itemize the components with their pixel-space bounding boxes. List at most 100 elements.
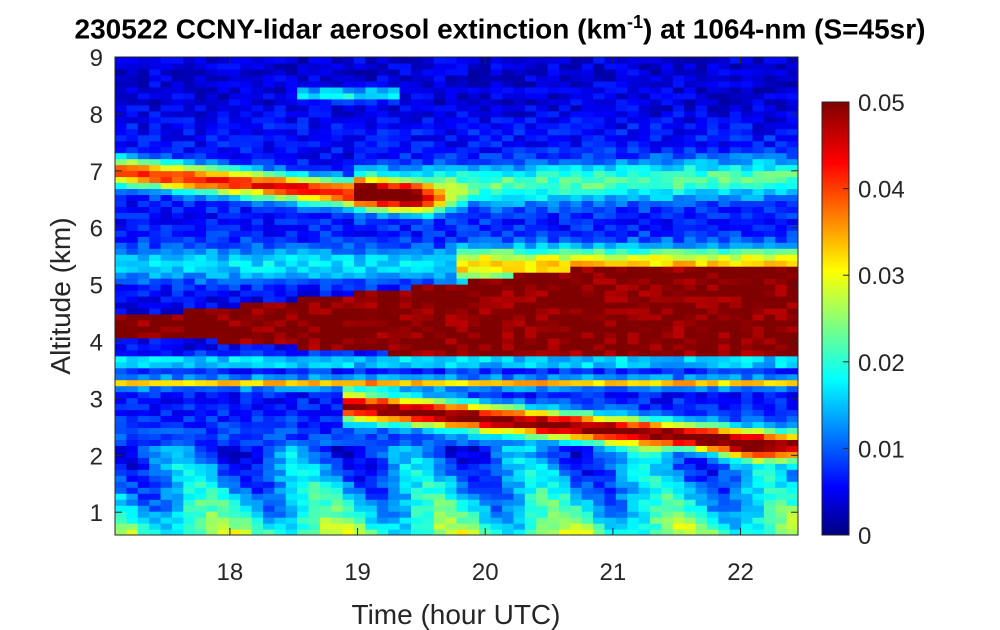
heatmap-cell: [399, 242, 412, 249]
heatmap-cell: [433, 170, 446, 178]
heatmap-cell: [581, 122, 594, 130]
heatmap-cell: [672, 445, 685, 452]
heatmap-cell: [775, 248, 788, 255]
heatmap-cell: [274, 164, 287, 172]
heatmap-cell: [308, 319, 321, 327]
heatmap-cell: [502, 511, 515, 518]
heatmap-cell: [502, 319, 515, 327]
heatmap-cell: [593, 248, 606, 255]
heatmap-cell: [115, 493, 127, 500]
heatmap-cell: [206, 57, 219, 64]
heatmap-cell: [684, 146, 697, 154]
heatmap-cell: [729, 439, 742, 446]
heatmap-cell: [684, 188, 697, 196]
heatmap-cell: [354, 152, 367, 160]
heatmap-cell: [593, 296, 606, 303]
heatmap-cell: [262, 445, 275, 452]
heatmap-cell: [467, 319, 480, 327]
heatmap-cell: [308, 134, 321, 142]
heatmap-cell: [547, 361, 560, 369]
heatmap-cell: [490, 529, 503, 535]
heatmap-cell: [160, 62, 173, 70]
heatmap-cell: [365, 200, 378, 207]
heatmap-cell: [456, 487, 469, 494]
heatmap-cell: [741, 451, 754, 458]
heatmap-cell: [695, 499, 708, 506]
heatmap-cell: [171, 445, 184, 452]
heatmap-cell: [558, 421, 571, 429]
heatmap-cell: [490, 355, 503, 363]
heatmap-cell: [695, 176, 708, 184]
heatmap-cell: [502, 439, 515, 446]
heatmap-cell: [274, 481, 287, 488]
heatmap-cell: [115, 170, 127, 178]
heatmap-cell: [262, 523, 275, 530]
heatmap-cell: [558, 523, 571, 530]
heatmap-cell: [297, 176, 310, 184]
heatmap-cell: [206, 242, 219, 249]
heatmap-cell: [558, 451, 571, 458]
heatmap-cell: [786, 307, 798, 315]
heatmap-cell: [763, 248, 776, 255]
heatmap-cell: [297, 242, 310, 249]
heatmap-cell: [388, 296, 401, 303]
heatmap-cell: [547, 457, 560, 464]
heatmap-cell: [297, 182, 310, 190]
heatmap-cell: [149, 296, 162, 303]
heatmap-cell: [650, 194, 662, 201]
heatmap-cell: [524, 475, 537, 482]
heatmap-cell: [354, 493, 367, 500]
heatmap-cell: [251, 248, 264, 255]
heatmap-cell: [672, 62, 685, 70]
heatmap-cell: [741, 427, 754, 435]
heatmap-cell: [149, 391, 162, 399]
heatmap-cell: [251, 361, 264, 369]
heatmap-cell: [741, 236, 754, 243]
heatmap-cell: [240, 481, 253, 488]
heatmap-cell: [558, 57, 571, 64]
heatmap-cell: [410, 116, 423, 124]
heatmap-cell: [194, 523, 207, 530]
heatmap-cell: [638, 367, 651, 375]
heatmap-cell: [274, 248, 287, 255]
heatmap-cell: [570, 224, 583, 231]
heatmap-cell: [570, 278, 583, 285]
heatmap-cell: [513, 74, 526, 82]
heatmap-cell: [752, 331, 765, 339]
heatmap-cell: [376, 433, 389, 440]
heatmap-cell: [217, 296, 230, 303]
heatmap-cell: [650, 57, 662, 64]
heatmap-cell: [695, 517, 708, 524]
heatmap-cell: [171, 361, 184, 369]
heatmap-cell: [354, 325, 367, 333]
heatmap-cell: [684, 74, 697, 82]
heatmap-cell: [581, 98, 594, 106]
heatmap-cell: [570, 385, 583, 393]
heatmap-cell: [285, 98, 298, 106]
heatmap-cell: [729, 74, 742, 82]
heatmap-cell: [752, 337, 765, 345]
heatmap-cell: [262, 529, 275, 535]
heatmap-cell: [695, 182, 708, 190]
heatmap-cell: [627, 128, 640, 136]
heatmap-cell: [684, 511, 697, 518]
heatmap-cell: [399, 158, 412, 166]
heatmap-cell: [661, 349, 674, 357]
heatmap-cell: [763, 134, 776, 142]
heatmap-cell: [342, 152, 355, 160]
heatmap-cell: [741, 373, 754, 381]
heatmap-cell: [718, 86, 731, 94]
heatmap-cell: [741, 493, 754, 500]
heatmap-cell: [661, 140, 674, 148]
heatmap-cell: [547, 475, 560, 482]
heatmap-cell: [547, 104, 560, 112]
heatmap-cell: [741, 307, 754, 315]
heatmap-cell: [354, 68, 367, 76]
heatmap-cell: [445, 152, 458, 160]
heatmap-cell: [558, 194, 571, 201]
heatmap-cell: [763, 68, 776, 76]
heatmap-cell: [171, 367, 184, 375]
heatmap-cell: [183, 475, 196, 482]
heatmap-cell: [615, 266, 628, 273]
heatmap-cell: [627, 74, 640, 82]
